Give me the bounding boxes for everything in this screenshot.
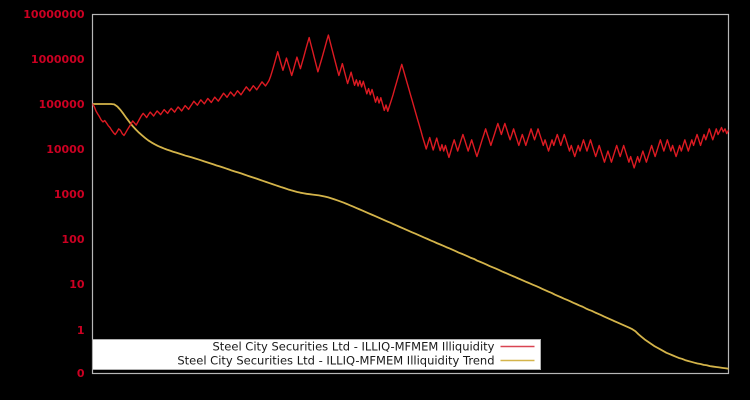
y-axis-tick-label: 1000 [54, 188, 85, 201]
data-series-group [92, 34, 729, 370]
y-axis-tick-label: 1 [77, 324, 85, 337]
y-axis-tick-label: 1000000 [31, 53, 85, 66]
series-line [92, 103, 729, 370]
chart-legend[interactable]: Steel City Securities Ltd - ILLIQ-MFMEM … [92, 339, 541, 370]
legend-label: Steel City Securities Ltd - ILLIQ-MFMEM … [177, 354, 494, 368]
y-axis-tick-label: 100 [62, 233, 85, 246]
y-axis-tick-label: 0 [77, 367, 85, 380]
y-axis-tick-label: 100000 [39, 98, 85, 111]
y-axis-tick-label: 10 [69, 278, 85, 291]
series-line [92, 34, 729, 169]
legend-box [92, 339, 541, 370]
y-axis-tick-label: 10000 [46, 143, 85, 156]
y-axis-tick-label: 10000000 [23, 8, 85, 21]
legend-label: Steel City Securities Ltd - ILLIQ-MFMEM … [212, 340, 494, 354]
plot-frame [91, 13, 730, 375]
